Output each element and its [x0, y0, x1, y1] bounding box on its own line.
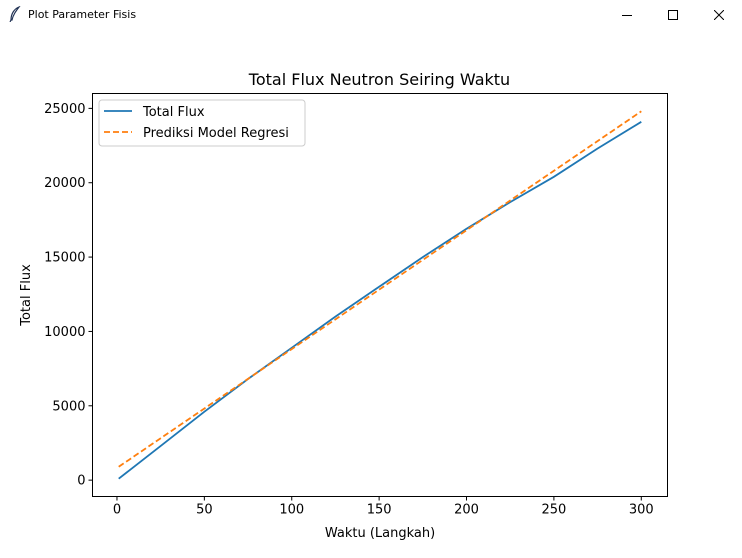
chart-area: Total Flux Neutron Seiring Waktu 0 50 100 1… — [0, 30, 742, 554]
x-tick-label: 250 — [541, 503, 566, 518]
maximize-icon — [668, 10, 678, 20]
y-axis: 0 5000 10000 15000 20000 25000 — [44, 102, 93, 489]
x-axis: 0 50 100 150 200 250 300 — [113, 496, 654, 518]
x-tick-label: 150 — [367, 503, 392, 518]
y-tick-label: 10000 — [44, 325, 85, 340]
y-tick-label: 15000 — [44, 251, 85, 266]
flux-chart: Total Flux Neutron Seiring Waktu 0 50 100 1… — [19, 70, 668, 541]
maximize-button[interactable] — [650, 0, 696, 30]
y-tick-label: 25000 — [44, 102, 85, 117]
x-tick-label: 200 — [454, 503, 479, 518]
x-tick-label: 50 — [196, 503, 213, 518]
y-tick-label: 5000 — [52, 399, 85, 414]
y-tick-label: 0 — [77, 474, 85, 489]
legend-label-prediksi: Prediksi Model Regresi — [143, 126, 289, 141]
title-bar: Plot Parameter Fisis — [0, 0, 742, 30]
close-button[interactable] — [696, 0, 742, 30]
x-tick-label: 100 — [279, 503, 304, 518]
series-layer — [118, 110, 642, 480]
series-line-total-flux — [118, 121, 642, 480]
x-tick-label: 0 — [113, 503, 121, 518]
legend: Total Flux Prediksi Model Regresi — [98, 99, 306, 147]
x-axis-label: Waktu (Langkah) — [325, 526, 435, 541]
close-icon — [714, 10, 724, 20]
window-title: Plot Parameter Fisis — [28, 8, 137, 21]
y-tick-label: 20000 — [44, 176, 85, 191]
axes-frame — [92, 93, 668, 497]
legend-box — [98, 99, 306, 147]
chart-title: Total Flux Neutron Seiring Waktu — [248, 70, 510, 89]
minimize-button[interactable] — [604, 0, 650, 30]
series-line-prediksi — [118, 110, 642, 468]
feather-icon — [8, 5, 22, 23]
x-tick-label: 300 — [629, 503, 654, 518]
y-axis-label: Total Flux — [19, 264, 34, 327]
legend-label-total-flux: Total Flux — [142, 105, 205, 120]
minimize-icon — [622, 10, 632, 20]
